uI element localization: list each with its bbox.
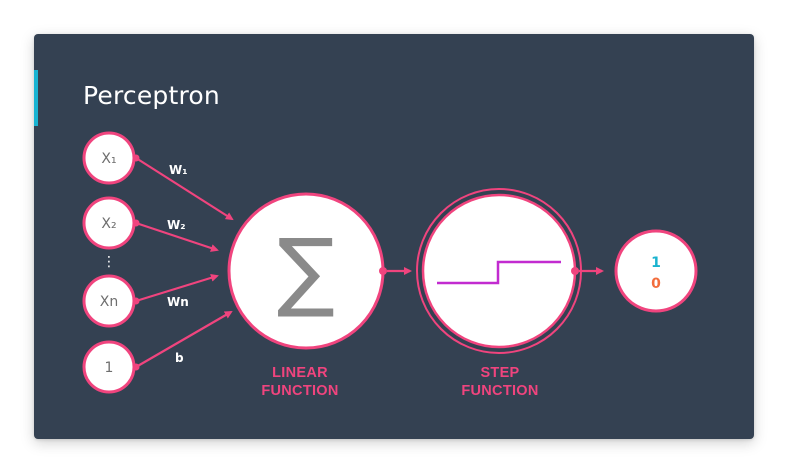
linear-function-label-line2: FUNCTION bbox=[261, 383, 338, 399]
linear-function-label-line1: LINEAR bbox=[272, 365, 328, 381]
output-zero: 0 bbox=[651, 276, 661, 292]
weight-connection-n bbox=[132, 273, 219, 305]
weight-connection-1 bbox=[132, 154, 234, 221]
input-label-bias: 1 bbox=[105, 360, 114, 376]
diagram-card: Perceptron X₁ X₂ ⋮ Xn 1 bbox=[34, 34, 754, 439]
step-function-label-line2: FUNCTION bbox=[461, 383, 538, 399]
input-label-x1: X₁ bbox=[101, 151, 116, 167]
input-label-x2: X₂ bbox=[101, 216, 116, 232]
output-one: 1 bbox=[651, 255, 661, 271]
input-node-x1: X₁ bbox=[82, 131, 136, 185]
input-label-xn: Xn bbox=[100, 294, 118, 310]
step-function-node bbox=[416, 188, 582, 354]
accent-bar bbox=[34, 70, 38, 126]
weight-label-w1: W₁ bbox=[169, 163, 188, 177]
input-node-xn: Xn bbox=[82, 274, 136, 328]
step-function-label-line1: STEP bbox=[480, 365, 519, 381]
weight-label-b: b bbox=[175, 351, 184, 365]
input-ellipsis: ⋮ bbox=[102, 254, 116, 270]
weight-connection-2 bbox=[132, 219, 219, 252]
page-title: Perceptron bbox=[83, 81, 220, 110]
input-node-bias: 1 bbox=[82, 340, 136, 394]
sigma-icon: ∑ bbox=[277, 221, 335, 321]
weight-label-w2: W₂ bbox=[167, 218, 186, 232]
weight-label-wn: Wn bbox=[167, 295, 189, 309]
weight-connection-bias bbox=[132, 310, 233, 371]
step-function-icon bbox=[437, 260, 561, 285]
input-node-x2: X₂ bbox=[82, 196, 136, 250]
output-node: 1 0 bbox=[614, 229, 698, 313]
perceptron-diagram: X₁ X₂ ⋮ Xn 1 bbox=[82, 131, 698, 399]
linear-function-node: ∑ bbox=[227, 192, 387, 350]
